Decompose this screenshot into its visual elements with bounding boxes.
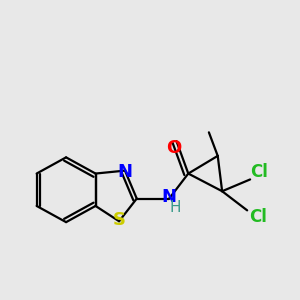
Text: H: H <box>170 200 182 215</box>
Text: N: N <box>162 188 177 206</box>
Text: S: S <box>112 211 126 229</box>
Text: Cl: Cl <box>249 208 267 226</box>
Text: N: N <box>118 163 133 181</box>
Text: O: O <box>166 139 181 157</box>
Text: Cl: Cl <box>250 163 268 181</box>
